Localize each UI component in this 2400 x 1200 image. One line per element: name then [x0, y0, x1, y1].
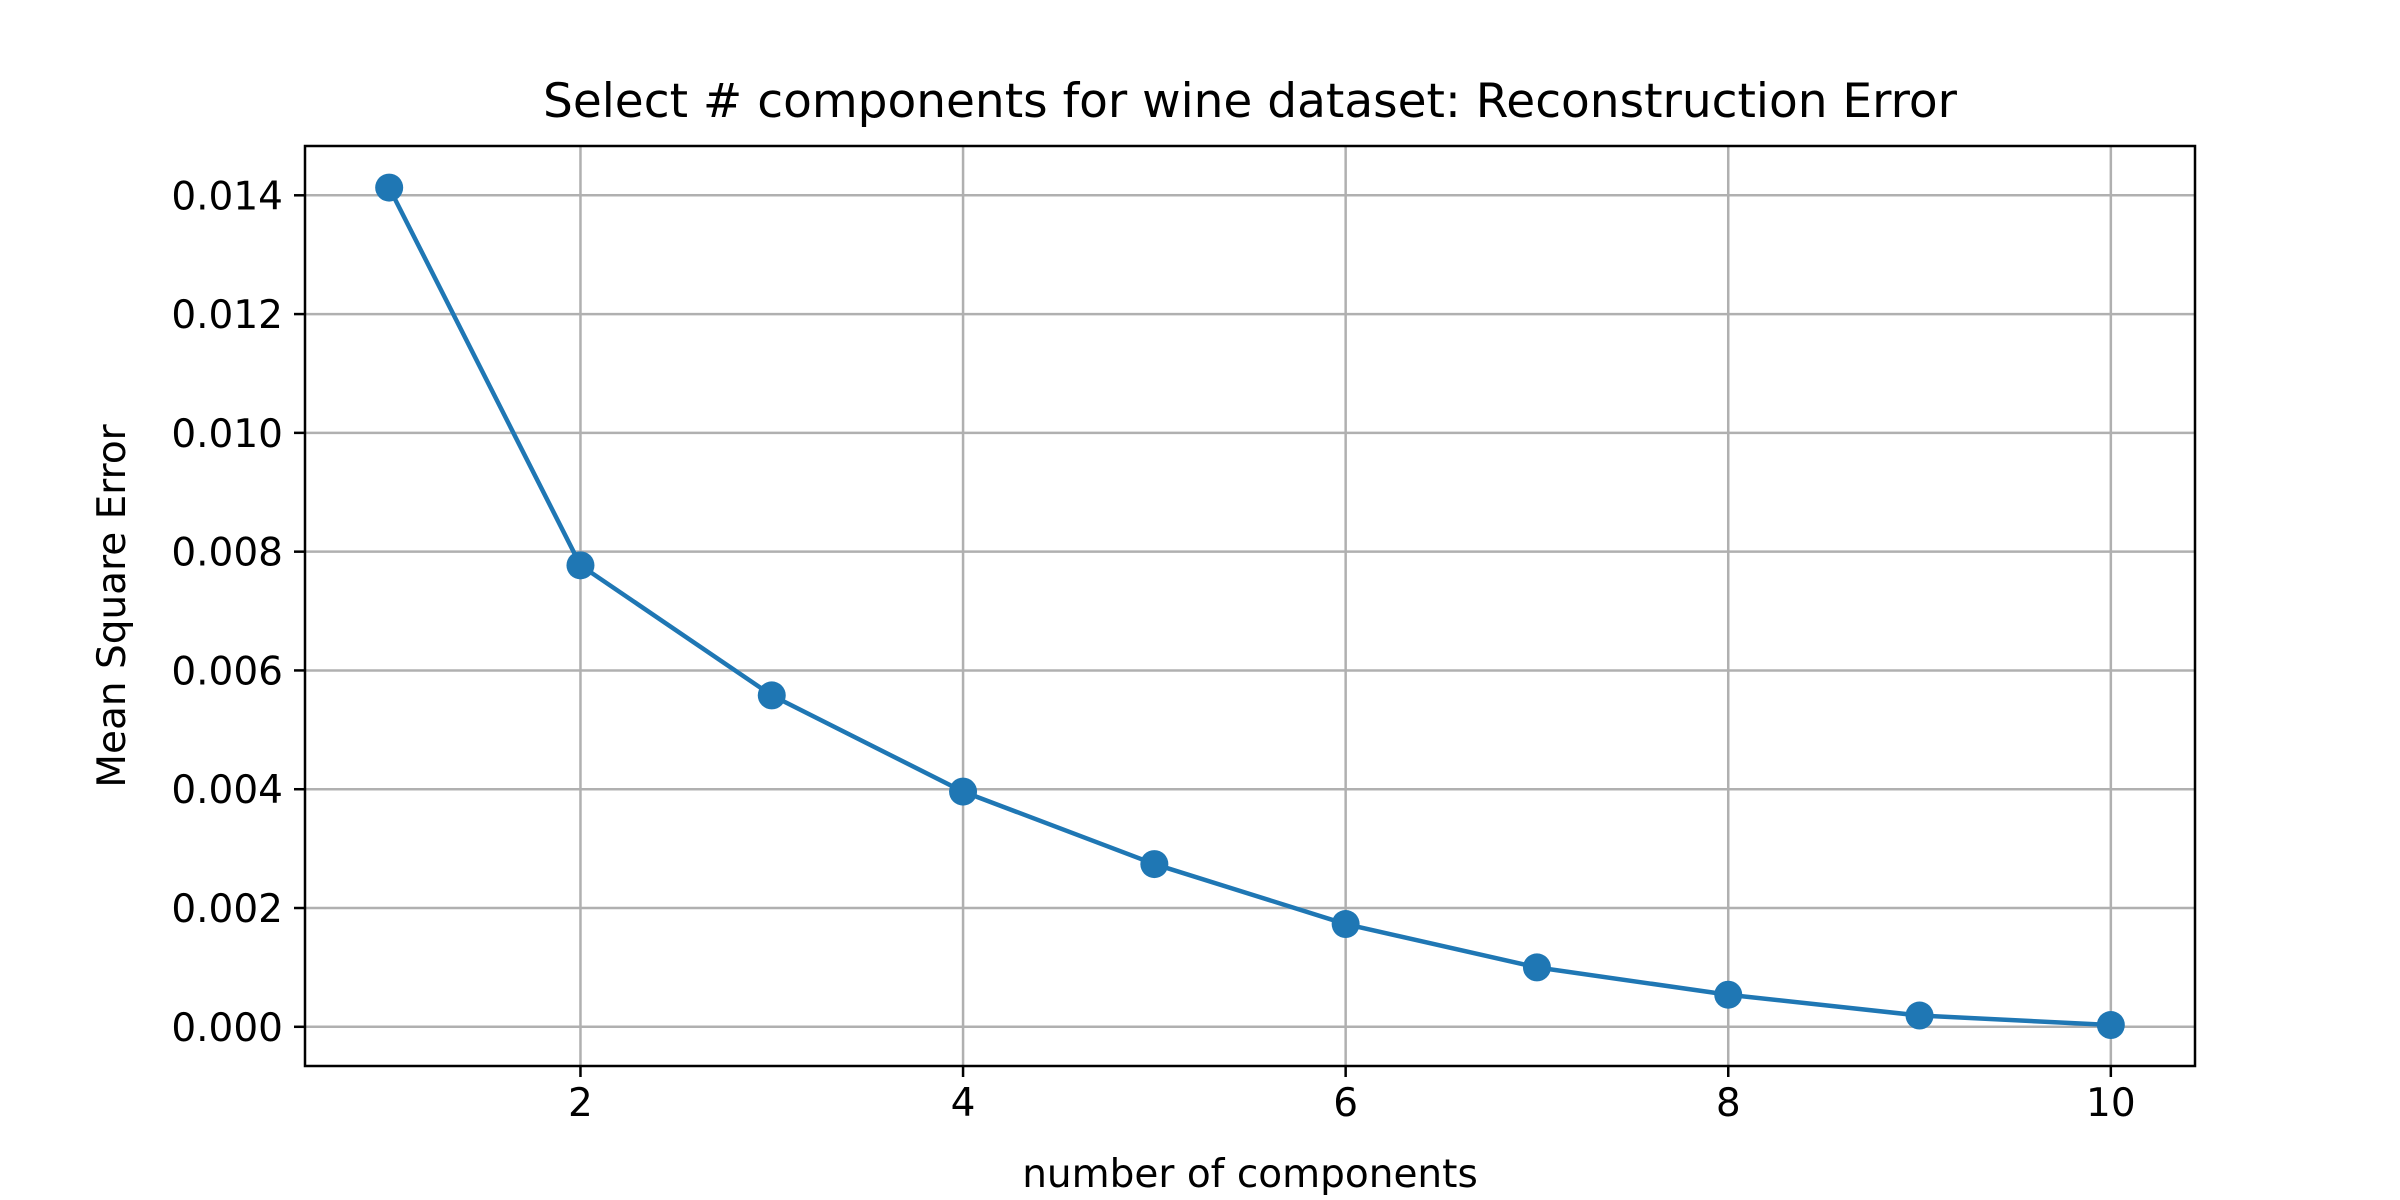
data-point [1522, 953, 1551, 982]
plot-area-frame [303, 144, 2197, 1068]
y-tick-label: 0.014 [171, 174, 283, 219]
series-line [386, 184, 2114, 1028]
y-axis-label: Mean Square Error [90, 423, 135, 787]
y-tick-label: 0.010 [171, 412, 283, 457]
y-tick-label: 0.012 [171, 293, 283, 338]
y-tick-label: 0.002 [171, 887, 283, 932]
y-tick-label: 0.006 [171, 649, 283, 694]
series-markers [375, 173, 2125, 1040]
data-point [1140, 850, 1169, 879]
x-tick-label: 8 [1716, 1081, 1741, 1126]
y-tick-label: 0.008 [171, 531, 283, 576]
grid-lines [305, 146, 2195, 1066]
data-point [2096, 1011, 2125, 1040]
x-axis-label: number of components [1022, 1152, 1478, 1197]
y-tick-label: 0.000 [171, 1006, 283, 1051]
x-axis-ticks: 2 4 6 8 10 [568, 1066, 2136, 1126]
x-tick-label: 10 [2086, 1081, 2136, 1126]
x-tick-label: 4 [951, 1081, 976, 1126]
data-point [757, 681, 786, 710]
data-point [949, 777, 978, 806]
data-point [1905, 1001, 1934, 1030]
x-tick-label: 6 [1333, 1081, 1358, 1126]
data-point [375, 173, 404, 202]
data-point [1714, 980, 1743, 1009]
data-point [1331, 910, 1360, 939]
series-lines [386, 184, 2114, 1028]
x-tick-label: 2 [568, 1081, 593, 1126]
chart-title: Select # components for wine dataset: Re… [543, 74, 1958, 129]
y-tick-label: 0.004 [171, 768, 283, 813]
data-point [566, 551, 595, 580]
y-axis-ticks: 0.000 0.002 0.004 0.006 0.008 0.010 0.012 0.014 [171, 174, 305, 1051]
